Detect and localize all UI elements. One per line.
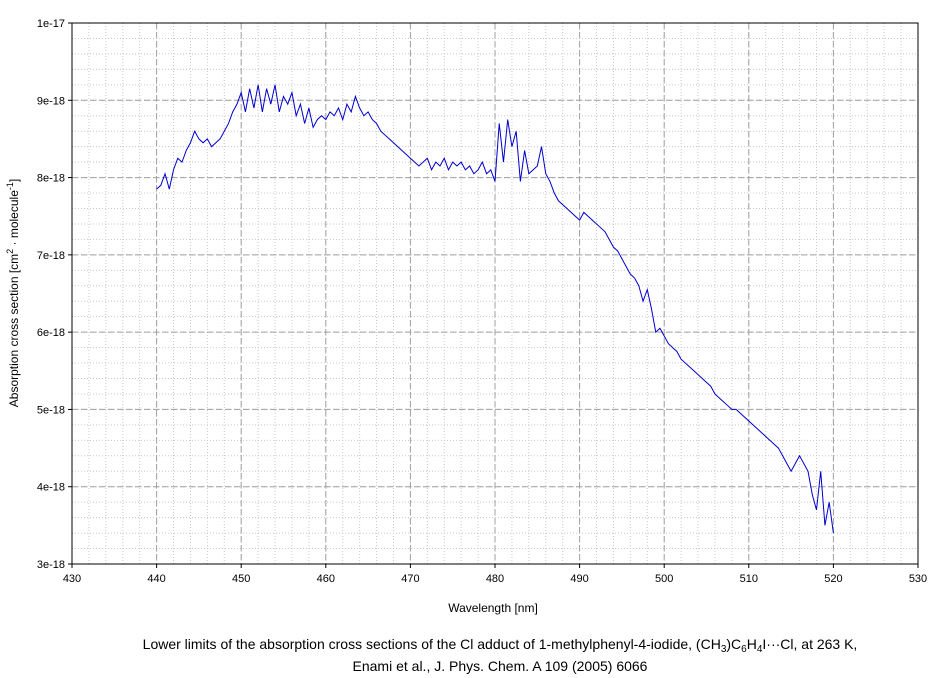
- y-tick-label: 8e-18: [37, 173, 65, 185]
- x-tick-label: 490: [570, 573, 588, 585]
- x-axis-ticks: 430 440 450 460 470 480 490 500 510 520 530: [63, 564, 927, 585]
- caption-line-2: Enami et al., J. Phys. Chem. A 109 (2005…: [352, 658, 648, 674]
- x-tick-label: 460: [317, 573, 335, 585]
- x-tick-label: 480: [486, 573, 504, 585]
- y-tick-label: 4e-18: [37, 482, 65, 494]
- y-tick-label: 9e-18: [37, 95, 65, 107]
- y-axis-label-superscript: 2: [5, 249, 15, 254]
- y-axis-label-part: ]: [7, 179, 21, 182]
- y-axis-ticks: 3e-18 4e-18 5e-18 6e-18 7e-18 8e-18 9e-18 1e-17: [37, 18, 72, 571]
- caption-subscript: 4: [756, 644, 763, 655]
- caption-line-1: Lower limits of the absorption cross sec…: [0, 636, 940, 655]
- y-axis-label-superscript: -1: [5, 182, 15, 190]
- chart: 430 440 450 460 470 480 490 500 510 520 530 3e-184…: [5, 18, 927, 615]
- caption-text: I···Cl, at 263 K,: [762, 636, 858, 652]
- grid: [71, 22, 919, 565]
- y-axis-label-part: · molecule: [7, 190, 21, 249]
- x-tick-label: 440: [147, 573, 165, 585]
- y-tick-label: 6e-18: [37, 327, 65, 339]
- y-tick-label: 5e-18: [37, 404, 65, 416]
- x-tick-label: 450: [232, 573, 250, 585]
- x-tick-label: 520: [824, 573, 842, 585]
- y-axis-label-part: Absorption cross section [cm: [7, 254, 21, 407]
- y-tick-label: 3e-18: [37, 559, 65, 571]
- y-tick-label: 1e-17: [37, 18, 65, 30]
- x-axis-label: Wavelength [nm]: [448, 601, 538, 615]
- x-tick-label: 510: [740, 573, 758, 585]
- y-axis-label: Absorption cross section [cm2 · molecule…: [5, 179, 21, 407]
- absorption-series-line: [156, 84, 834, 534]
- x-tick-label: 470: [401, 573, 419, 585]
- caption-subscript: 3: [720, 644, 727, 655]
- y-tick-label: 7e-18: [37, 250, 65, 262]
- caption-text: Lower limits of the absorption cross sec…: [142, 636, 721, 652]
- caption-text: H: [746, 636, 757, 652]
- x-tick-label: 500: [655, 573, 673, 585]
- x-tick-label: 530: [909, 573, 927, 585]
- caption-subscript: 6: [741, 644, 747, 655]
- x-tick-label: 430: [63, 573, 81, 585]
- caption-text: )C: [726, 636, 742, 652]
